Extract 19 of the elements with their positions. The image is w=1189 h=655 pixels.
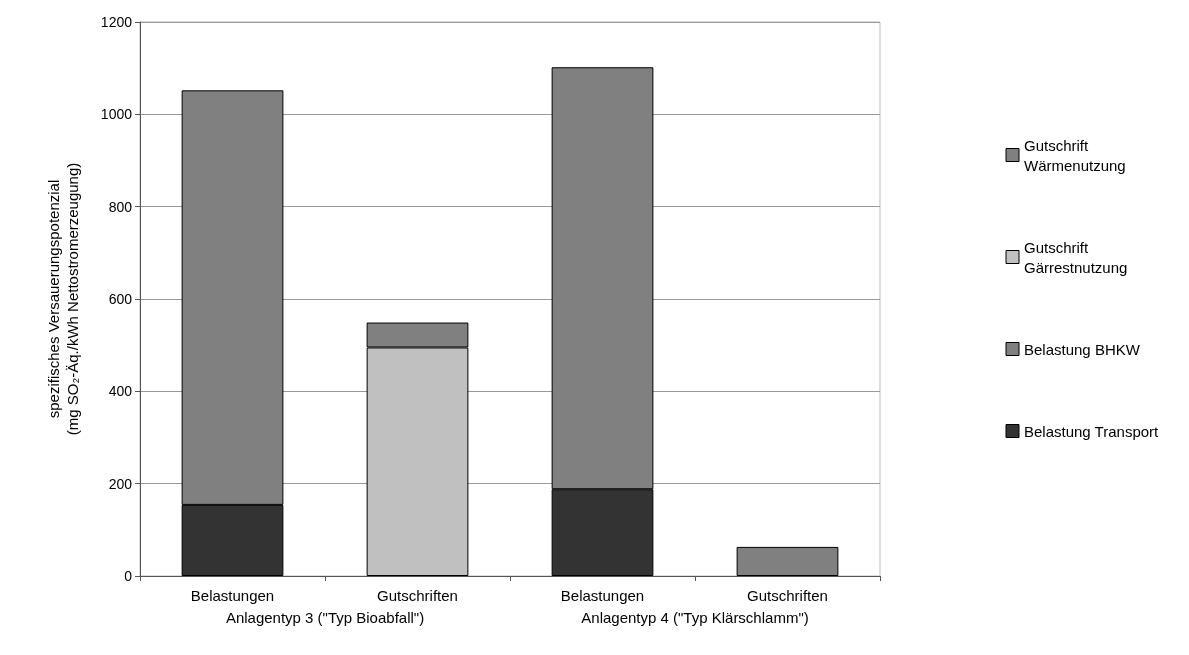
- legend-label: Gutschrift Wärmenutzung: [1024, 136, 1126, 174]
- text: Anlagentyp 4 ("Typ Klärschlamm"): [581, 609, 809, 626]
- bar: [736, 546, 839, 576]
- legend-label: Gutschrift Gärrestnutzung: [1024, 238, 1128, 276]
- y-axis-title: spezifisches Versauerungspotenzial (mg SO₂-Äq./kWh Nettostromerzeugung): [45, 162, 81, 436]
- text: Anlagentyp 3 ("Typ Bioabfall"): [225, 609, 425, 626]
- y-tick-label: 600: [108, 291, 133, 307]
- x-tick-label: Belastungen: [190, 587, 275, 604]
- y-tick-label: 400: [108, 383, 133, 400]
- y-tick-label: 800: [108, 198, 133, 215]
- y-tick-label: 200: [108, 475, 133, 492]
- y-tick-label: 1000: [100, 106, 133, 123]
- x-tick-label: Gutschriften: [747, 587, 828, 604]
- y-tick-label: 1200: [100, 14, 133, 30]
- y-tick-label: 0: [124, 568, 133, 584]
- x-tick-label: Gutschriften: [377, 587, 458, 604]
- x-tick-label: Belastungen: [560, 587, 645, 604]
- legend-label: Belastung Transport: [1024, 422, 1160, 440]
- legend-label: Belastung BHKW: [1024, 340, 1141, 358]
